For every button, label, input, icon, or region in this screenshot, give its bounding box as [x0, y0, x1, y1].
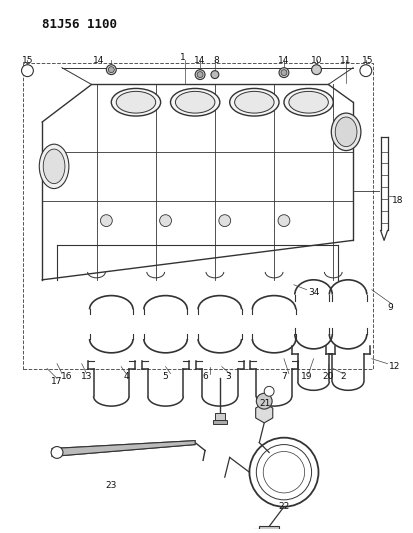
Text: 16: 16: [61, 372, 72, 381]
Text: 13: 13: [81, 372, 92, 381]
Text: 18: 18: [391, 196, 402, 205]
Ellipse shape: [43, 149, 65, 184]
Text: 7: 7: [280, 372, 286, 381]
Text: 19: 19: [300, 372, 312, 381]
Text: 9: 9: [387, 303, 392, 312]
Ellipse shape: [170, 88, 219, 116]
Ellipse shape: [175, 91, 214, 113]
Text: 2: 2: [339, 372, 345, 381]
Text: 12: 12: [388, 362, 399, 371]
Bar: [212, 420, 226, 424]
Polygon shape: [52, 441, 195, 456]
Text: 22: 22: [278, 502, 289, 511]
Circle shape: [280, 70, 286, 76]
Bar: [22, 63, 372, 369]
Ellipse shape: [330, 113, 360, 151]
Circle shape: [106, 64, 116, 75]
Circle shape: [359, 64, 371, 77]
Text: 14: 14: [93, 56, 104, 66]
Ellipse shape: [335, 117, 356, 147]
Text: 5: 5: [162, 372, 168, 381]
Text: 14: 14: [194, 56, 205, 66]
Text: 8: 8: [213, 56, 218, 66]
Ellipse shape: [116, 91, 155, 113]
Circle shape: [51, 447, 63, 458]
Circle shape: [108, 67, 114, 72]
Circle shape: [278, 215, 289, 227]
Circle shape: [195, 70, 204, 79]
Circle shape: [21, 64, 33, 77]
Text: 10: 10: [310, 56, 321, 66]
Circle shape: [100, 215, 112, 227]
Text: 15: 15: [21, 56, 33, 66]
Bar: [214, 413, 224, 420]
Text: 21: 21: [259, 399, 270, 408]
Text: 6: 6: [202, 372, 207, 381]
Text: 34: 34: [307, 288, 318, 297]
Text: 11: 11: [339, 56, 351, 66]
Polygon shape: [255, 403, 272, 423]
Circle shape: [263, 386, 273, 396]
Text: 4: 4: [123, 372, 128, 381]
Text: 17: 17: [51, 377, 63, 386]
Ellipse shape: [39, 144, 69, 189]
Ellipse shape: [234, 91, 273, 113]
Text: 81J56 1100: 81J56 1100: [42, 18, 117, 31]
Text: 23: 23: [105, 481, 117, 489]
Circle shape: [256, 393, 271, 409]
Ellipse shape: [283, 88, 332, 116]
Bar: [259, 527, 278, 533]
Circle shape: [197, 71, 202, 78]
Circle shape: [218, 215, 230, 227]
Circle shape: [211, 71, 218, 78]
Text: 1: 1: [179, 53, 185, 62]
Ellipse shape: [111, 88, 160, 116]
Circle shape: [311, 64, 320, 75]
Text: 3: 3: [224, 372, 230, 381]
Text: 15: 15: [361, 56, 373, 66]
Text: 20: 20: [322, 372, 333, 381]
Circle shape: [159, 215, 171, 227]
Ellipse shape: [288, 91, 328, 113]
Text: 14: 14: [278, 56, 289, 66]
Ellipse shape: [229, 88, 278, 116]
Circle shape: [278, 68, 288, 78]
